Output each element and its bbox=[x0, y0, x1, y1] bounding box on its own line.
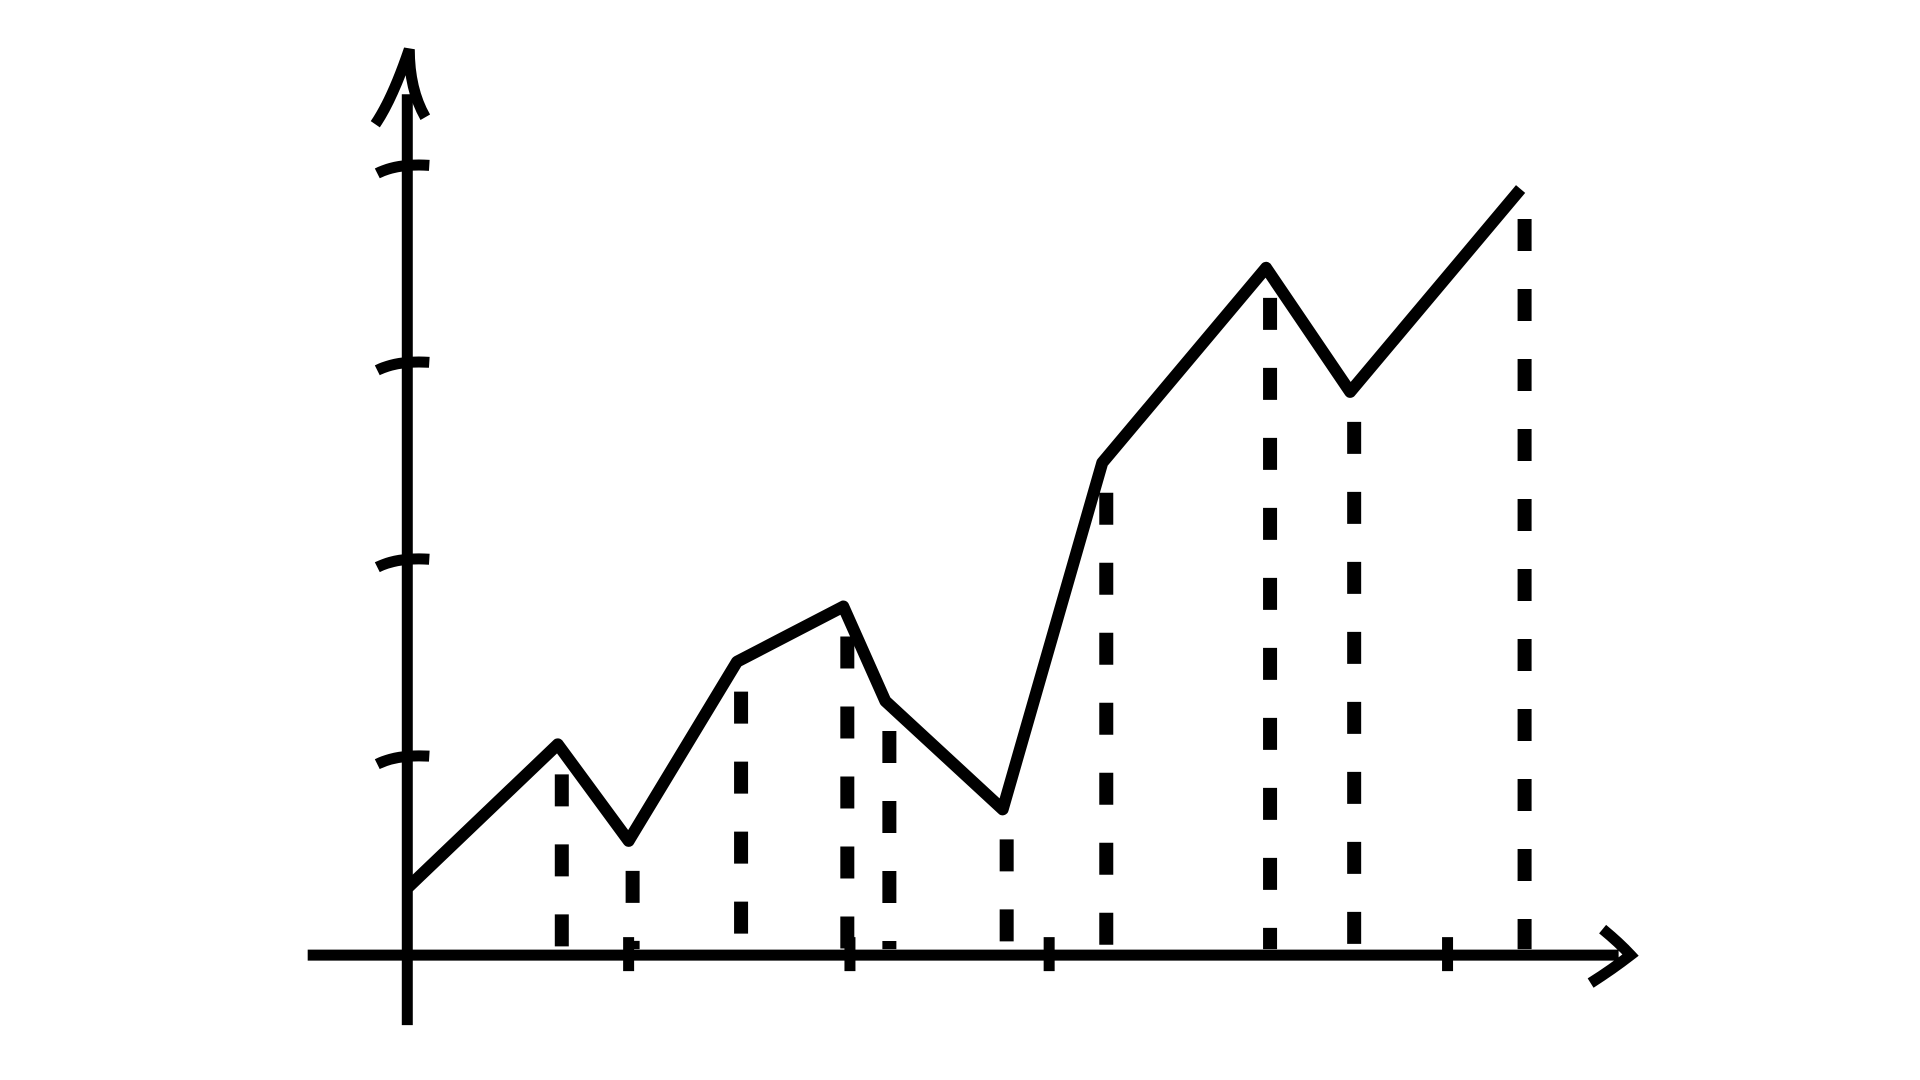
y-tick bbox=[374, 356, 430, 376]
y-tick bbox=[374, 553, 430, 573]
y-axis-arrow bbox=[370, 47, 431, 128]
y-tick bbox=[374, 750, 430, 770]
x-axis-arrow bbox=[1587, 924, 1639, 988]
y-tick bbox=[374, 159, 430, 179]
data-line bbox=[403, 185, 1526, 893]
